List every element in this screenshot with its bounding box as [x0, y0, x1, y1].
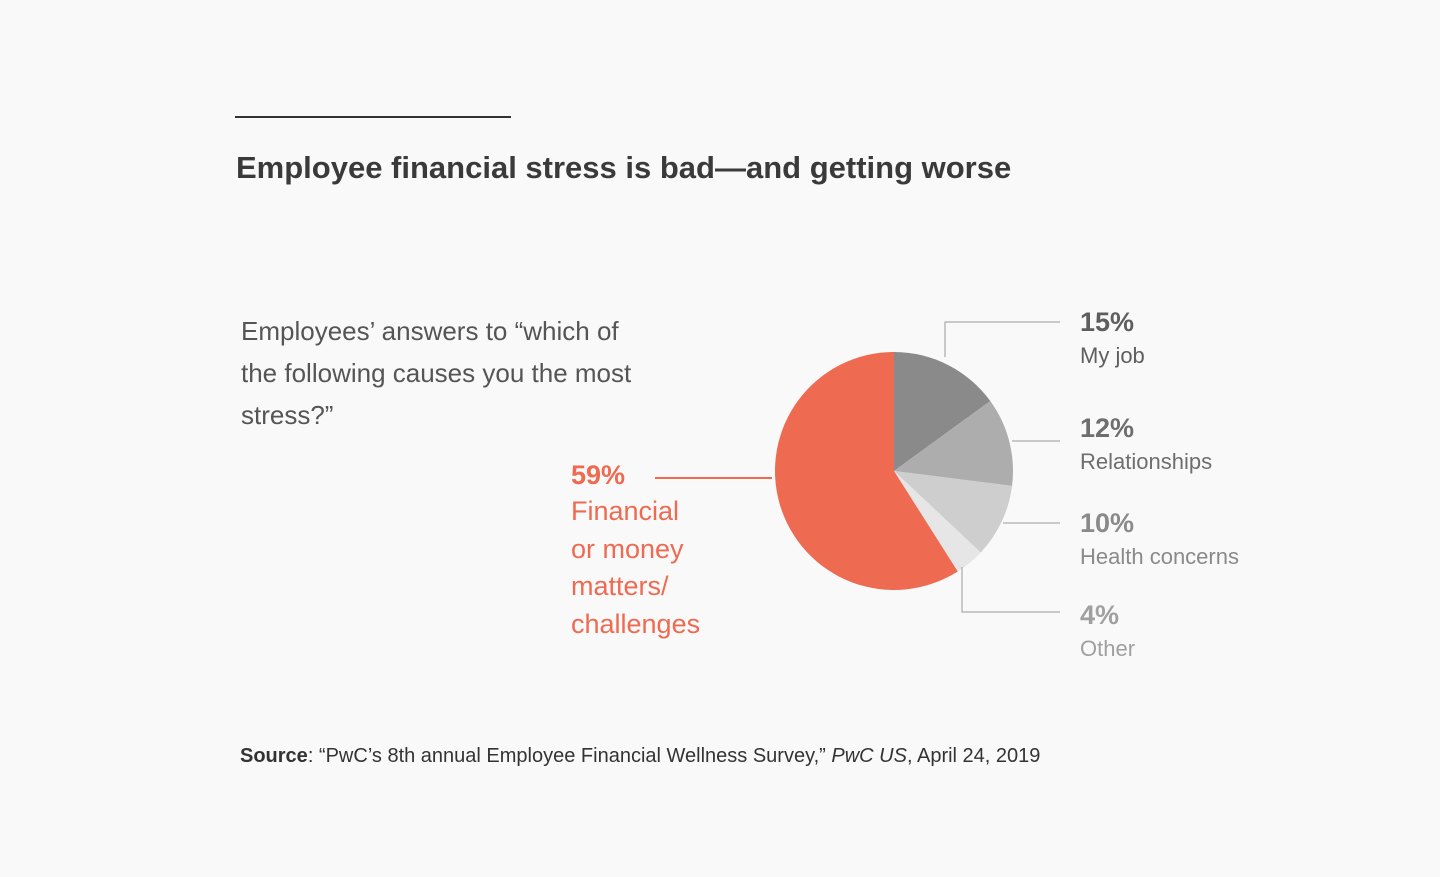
slice-cat-other: Other — [1080, 636, 1136, 661]
slice-cat-health: Health concerns — [1080, 544, 1239, 569]
source-text: : “PwC’s 8th annual Employee Financial W… — [307, 745, 832, 767]
slice-label-my-job: 15% My job — [1080, 304, 1145, 372]
slice-cat-financial-line-2: or money — [571, 533, 684, 564]
slice-label-other: 4% Other — [1080, 597, 1135, 665]
leader-lines — [655, 321, 1060, 613]
slice-pct-other: 4% — [1080, 600, 1120, 630]
slice-cat-my-job: My job — [1080, 343, 1145, 368]
leader-line-other — [961, 567, 1060, 613]
slice-pct-financial: 59% — [571, 460, 626, 490]
slice-label-health: 10% Health concerns — [1080, 505, 1239, 573]
slice-cat-financial-line-3: matters/ — [571, 571, 669, 601]
slice-pct-relationships: 12% — [1080, 413, 1135, 443]
chart-title: Employee financial stress is bad—and get… — [236, 150, 1012, 185]
source-label: Source — [240, 745, 308, 767]
leader-line-my-job — [944, 321, 1060, 357]
pie-slice-financial — [775, 352, 958, 591]
pie-slice-health — [894, 471, 1013, 553]
pie-slice-my-job — [894, 352, 991, 471]
pie-slice-other — [894, 471, 981, 572]
source-note: Source: “PwC’s 8th annual Employee Finan… — [240, 745, 1040, 768]
slice-pct-health: 10% — [1080, 508, 1135, 538]
slice-label-financial: 59% Financial or money matters/ challeng… — [571, 457, 761, 643]
chart-subtitle: Employees’ answers to “which of the foll… — [241, 316, 632, 430]
title-rule — [235, 116, 511, 118]
slice-cat-financial-line-1: Financial — [571, 496, 680, 526]
pie-slices — [775, 352, 1013, 591]
slice-label-relationships: 12% Relationships — [1080, 410, 1212, 478]
slice-pct-my-job: 15% — [1080, 307, 1135, 337]
slice-cat-financial-line-4: challenges — [571, 608, 701, 639]
source-date: , April 24, 2019 — [906, 745, 1041, 767]
source-publication: PwC US — [831, 745, 907, 767]
pie-slice-relationships — [894, 401, 1013, 486]
slice-cat-relationships: Relationships — [1080, 449, 1213, 474]
